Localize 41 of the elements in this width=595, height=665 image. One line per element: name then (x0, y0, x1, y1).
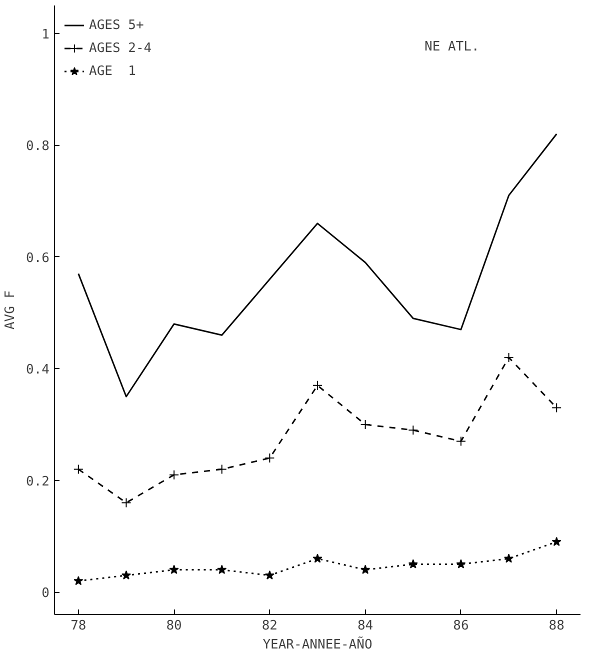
point (408, 559, 418, 568)
point (169, 470, 180, 480)
legend-label: AGES 5+ (89, 18, 144, 32)
y-tick-label: 0.2 (26, 474, 50, 490)
point (169, 564, 179, 574)
point (552, 402, 562, 413)
y-tick-label: 1 (42, 27, 50, 42)
legend-label: AGES 2-4 (89, 40, 152, 56)
point (312, 554, 322, 563)
x-tick-label: 84 (357, 618, 374, 634)
y-tick-label: 0.4 (26, 362, 50, 378)
annotation: NE ATL. (424, 40, 480, 54)
point (504, 554, 514, 563)
x-tick-label: 80 (166, 618, 182, 634)
x-axis-title: YEAR-ANNEE-AÑO (262, 636, 372, 652)
point (121, 570, 132, 580)
point (312, 380, 322, 390)
point (504, 352, 514, 362)
point (73, 464, 84, 474)
x-tick-label: 88 (548, 618, 564, 634)
y-tick-label: 0.6 (26, 250, 50, 266)
point (456, 559, 466, 568)
point (456, 436, 466, 446)
point (552, 536, 562, 546)
legend-label: AGE 1 (89, 64, 136, 78)
point (217, 564, 227, 574)
y-tick-label: 0.8 (26, 139, 50, 154)
point (121, 498, 132, 508)
point (216, 464, 227, 474)
point (74, 576, 84, 586)
line-series (78, 133, 558, 398)
point (264, 570, 274, 580)
x-tick-label: 86 (453, 618, 469, 634)
point (360, 420, 370, 430)
y-tick-label: 0 (42, 586, 50, 602)
point (360, 564, 370, 574)
x-tick-label: 78 (70, 618, 86, 634)
point (264, 453, 275, 464)
x-tick-label: 82 (262, 618, 278, 634)
y-axis-title: AVG F (3, 290, 18, 330)
point (408, 425, 418, 436)
